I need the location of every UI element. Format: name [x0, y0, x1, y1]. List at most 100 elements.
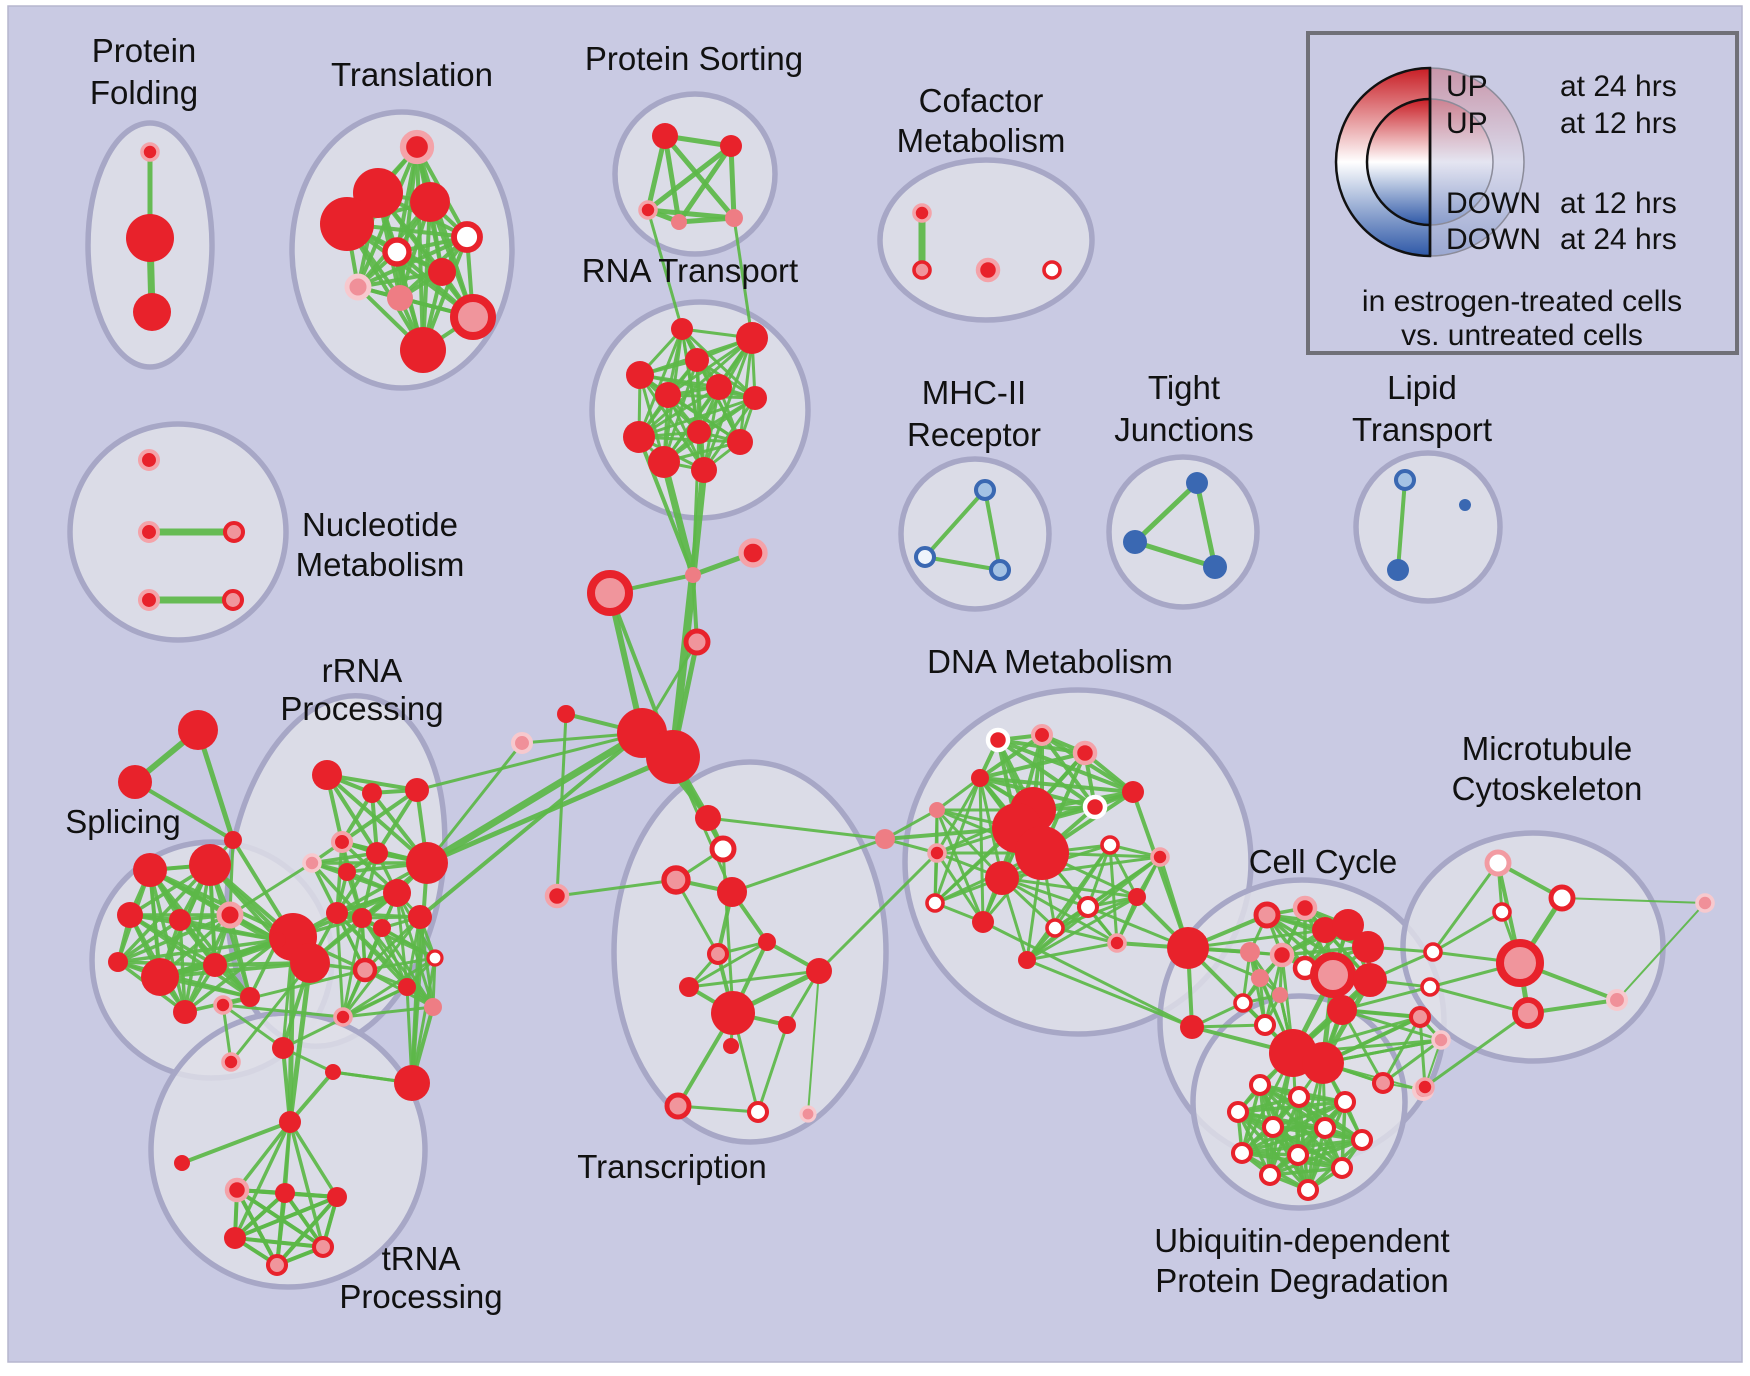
edge: [229, 961, 312, 1064]
edge: [738, 336, 754, 444]
node-p: [671, 214, 687, 230]
node-p: [685, 567, 701, 583]
edge: [233, 1236, 325, 1249]
node-p: [725, 209, 743, 227]
edge: [662, 133, 682, 225]
node-r: [1167, 927, 1209, 969]
legend: UP at 24 hrs UP at 12 hrs DOWN at 12 hrs DOWN a…: [1306, 31, 1739, 355]
edge: [996, 738, 1097, 809]
node-rw: [1233, 993, 1253, 1013]
edge: [418, 731, 644, 919]
node-r: [743, 386, 767, 410]
node-rw: [1330, 1156, 1354, 1180]
cluster-label-rna-transport: RNA Transport: [582, 252, 798, 289]
node-pp: [1695, 893, 1715, 913]
node-b: [1123, 530, 1147, 554]
edge: [287, 960, 313, 1125]
node-rw: [746, 1100, 770, 1124]
cluster-label-mhc-ii-receptor: Receptor: [907, 416, 1041, 453]
cluster-label-protein-folding: Protein: [92, 32, 197, 69]
edge: [923, 488, 987, 559]
node-rp: [450, 294, 496, 340]
node-rp: [1310, 952, 1356, 998]
node-r: [695, 805, 721, 831]
edge: [128, 913, 252, 999]
edge: [1418, 1015, 1427, 1089]
edge: [756, 1023, 789, 1114]
node-rw: [1226, 1100, 1250, 1124]
edge: [335, 911, 345, 1019]
node-rw: [1287, 1085, 1311, 1109]
edge: [730, 837, 887, 894]
node-r: [189, 844, 231, 886]
node-r: [279, 1111, 301, 1133]
node-pr: [140, 142, 160, 162]
node-pr: [137, 520, 161, 544]
node-r: [691, 457, 717, 483]
node-r: [406, 842, 448, 884]
node-pr: [216, 901, 244, 929]
node-r: [727, 429, 753, 455]
node-r: [224, 831, 242, 849]
node-r: [326, 902, 348, 924]
cluster-label-translation: Translation: [331, 56, 493, 93]
node-b: [1186, 472, 1208, 494]
edge: [687, 969, 821, 989]
edge: [1431, 910, 1504, 954]
legend-circle-inner-left-half: [1365, 97, 1432, 227]
node-r: [736, 322, 768, 354]
node-b: [1203, 555, 1227, 579]
node-r: [972, 911, 994, 933]
edge: [288, 1120, 325, 1249]
node-pr: [221, 1052, 241, 1072]
cluster-label-trna-processing: Processing: [339, 1278, 502, 1315]
node-r: [366, 842, 388, 864]
edge: [978, 751, 1087, 780]
node-r: [169, 909, 191, 931]
node-rw: [1313, 1116, 1337, 1140]
node-r: [1302, 1042, 1344, 1084]
node-rw: [1230, 1141, 1254, 1165]
node-pr: [1292, 895, 1318, 921]
node-rp: [1253, 901, 1281, 929]
edge: [1268, 1138, 1364, 1177]
edge: [356, 235, 469, 289]
node-rp: [587, 570, 633, 616]
edge: [340, 788, 419, 844]
node-pr: [927, 843, 947, 863]
edge: [645, 143, 734, 213]
node-pr: [1415, 1077, 1435, 1097]
edge: [228, 861, 314, 917]
edge: [1025, 941, 1119, 962]
edge: [555, 712, 568, 898]
node-r: [648, 446, 680, 478]
node-r: [400, 327, 446, 373]
cluster-label-ubiquitin-degradation: Protein Degradation: [1155, 1262, 1449, 1299]
legend-direction-label: UP: [1446, 107, 1488, 140]
node-r: [626, 361, 654, 389]
node-r: [646, 730, 700, 784]
node-r: [985, 861, 1019, 895]
legend-caption: in estrogen-treated cells: [1362, 285, 1682, 318]
node-pp: [510, 731, 534, 755]
node-p: [1240, 942, 1260, 962]
legend-time-label: at 12 hrs: [1560, 107, 1677, 140]
node-rw: [1100, 835, 1120, 855]
edge: [637, 435, 695, 577]
edge: [1306, 1100, 1347, 1192]
cluster-label-protein-folding: Folding: [90, 74, 198, 111]
node-r: [270, 932, 286, 948]
cluster-label-microtubule-cytoskeleton: Microtubule: [1462, 730, 1633, 767]
cluster-label-cofactor-metabolism: Cofactor: [919, 82, 1044, 119]
edge: [335, 840, 344, 915]
node-bl: [1393, 468, 1417, 492]
node-r: [778, 1016, 796, 1034]
node-bl: [973, 478, 997, 502]
edge: [1132, 539, 1218, 570]
node-pr: [544, 883, 570, 909]
edge: [233, 1195, 339, 1240]
network-nodes: [108, 123, 1715, 1277]
node-p: [929, 802, 945, 818]
edge: [1236, 1100, 1347, 1114]
cluster-label-lipid-transport: Lipid: [1387, 369, 1457, 406]
